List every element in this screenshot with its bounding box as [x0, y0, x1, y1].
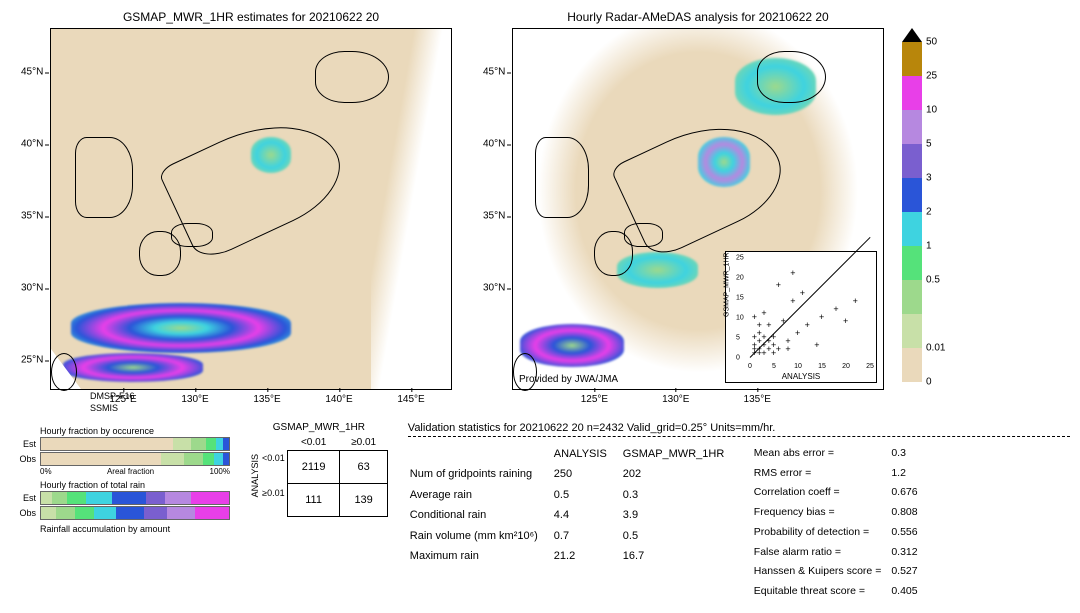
bar-total-est — [40, 491, 230, 505]
bar-label-est: Est — [10, 439, 40, 449]
top-row: GSMAP_MWR_1HR estimates for 20210622 20 … — [10, 10, 1070, 414]
bar-title-3: Rainfall accumulation by amount — [40, 524, 230, 534]
ct-title: GSMAP_MWR_1HR — [250, 422, 388, 433]
provided-label: Provided by JWA/JMA — [519, 374, 618, 385]
ct-col-0: <0.01 — [287, 435, 340, 451]
right-map-panel: Hourly Radar-AMeDAS analysis for 2021062… — [512, 10, 884, 414]
right-map-title: Hourly Radar-AMeDAS analysis for 2021062… — [512, 10, 884, 24]
bar-occurrence-est — [40, 437, 230, 451]
stats-title: Validation statistics for 20210622 20 n=… — [408, 422, 1070, 434]
sat-label-2: SSMIS — [90, 404, 452, 414]
stats-right-table: Mean abs error =0.3RMS error =1.2Correla… — [748, 443, 924, 603]
bar-occurrence-obs — [40, 452, 230, 466]
bar-label-obs2: Obs — [10, 508, 40, 518]
left-map: 45°N40°N35°N30°N25°N125°E130°E135°E140°E… — [50, 28, 452, 390]
axis-right: 100% — [210, 467, 230, 476]
bar-title-1: Hourly fraction by occurence — [40, 426, 230, 436]
bar-total-obs — [40, 506, 230, 520]
ct-cell-00: 2119 — [287, 450, 340, 483]
axis-mid: Areal fraction — [52, 467, 210, 476]
bar-title-2: Hourly fraction of total rain — [40, 480, 230, 490]
ct-row-labels: <0.01 ≥0.01 — [262, 441, 285, 511]
contingency-table: <0.01≥0.01 211963 111139 — [287, 435, 388, 517]
ct-cell-10: 111 — [287, 483, 340, 516]
ct-row-0: <0.01 — [262, 453, 285, 463]
bar-label-est2: Est — [10, 493, 40, 503]
ct-cell-01: 63 — [340, 450, 387, 483]
colorbar: 50251053210.50.010 — [902, 10, 932, 414]
left-map-title: GSMAP_MWR_1HR estimates for 20210622 20 — [50, 10, 452, 24]
stats-left-table: ANALYSISGSMAP_MWR_1HRNum of gridpoints r… — [408, 443, 748, 603]
left-map-panel: GSMAP_MWR_1HR estimates for 20210622 20 … — [50, 10, 452, 414]
right-map: 45°N40°N35°N30°N125°E130°E135°EProvided … — [512, 28, 884, 390]
colorbar-segments: 50251053210.50.010 — [902, 42, 932, 382]
ct-y-axis: ANALYSIS — [250, 454, 260, 497]
stats-divider — [408, 436, 1070, 437]
scatter-inset: +++++++++++++++++++++++++++++++++++ANALY… — [725, 251, 877, 383]
ct-col-1: ≥0.01 — [340, 435, 387, 451]
contingency-block: GSMAP_MWR_1HR ANALYSIS <0.01 ≥0.01 <0.01… — [250, 422, 388, 517]
ct-cell-11: 139 — [340, 483, 387, 516]
bar-label-obs: Obs — [10, 454, 40, 464]
colorbar-arrow-icon — [902, 28, 922, 42]
stats-block: Validation statistics for 20210622 20 n=… — [408, 422, 1070, 603]
ct-row-1: ≥0.01 — [262, 488, 285, 498]
fraction-bars: Hourly fraction by occurence Est Obs 0%A… — [10, 422, 230, 534]
axis-left: 0% — [40, 467, 52, 476]
bottom-row: Hourly fraction by occurence Est Obs 0%A… — [10, 422, 1070, 603]
